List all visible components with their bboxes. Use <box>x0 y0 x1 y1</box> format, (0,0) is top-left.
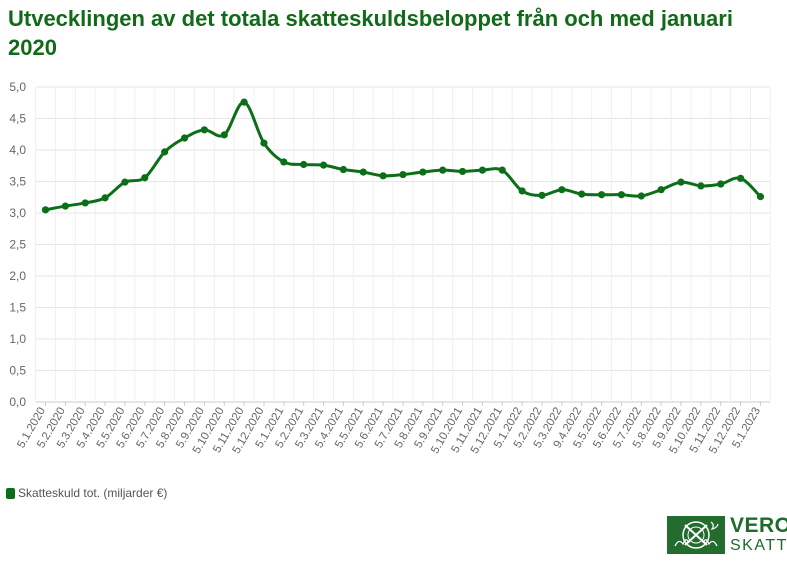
data-point <box>737 174 745 182</box>
data-point <box>578 190 586 198</box>
grid-lines <box>35 86 771 403</box>
y-tick-label: 5,0 <box>9 80 26 94</box>
data-point <box>756 193 765 201</box>
data-point <box>379 172 387 180</box>
data-point <box>717 180 725 188</box>
data-point <box>657 186 665 194</box>
chart-title: Utvecklingen av det totala skatteskuldsb… <box>8 6 733 60</box>
data-point <box>637 192 645 200</box>
legend[interactable]: Skatteskuld tot. (miljarder €) <box>6 486 167 500</box>
y-tick-label: 1,5 <box>9 301 26 315</box>
legend-swatch <box>6 487 15 499</box>
data-point <box>141 174 149 182</box>
y-tick-label: 1,0 <box>9 332 26 346</box>
y-tick-label: 2,5 <box>9 238 26 252</box>
logo-text-skatt: SKATT <box>730 537 787 554</box>
data-point <box>518 187 526 195</box>
data-point <box>180 134 189 142</box>
data-point <box>300 160 308 169</box>
data-point <box>161 148 169 156</box>
legend-label: Skatteskuld tot. (miljarder €) <box>18 486 168 500</box>
data-point <box>81 199 89 207</box>
data-point <box>41 206 50 214</box>
data-point <box>399 170 407 179</box>
data-point <box>359 168 367 176</box>
y-tick-label: 3,0 <box>9 206 26 220</box>
data-point <box>240 98 248 106</box>
data-point <box>121 178 129 186</box>
data-point <box>419 168 427 176</box>
vero-emblem-icon <box>667 516 725 554</box>
data-point <box>280 158 288 166</box>
y-tick-label: 0,5 <box>9 364 26 378</box>
data-point <box>677 178 685 186</box>
series-point-group <box>41 98 765 214</box>
logo-text-vero: VERO <box>730 514 787 537</box>
y-axis-tick-labels: 0,0 0,5 1,0 1,5 2,0 2,5 3,0 3,5 4,0 4,5 5,0 <box>9 80 26 409</box>
y-tick-label: 4,5 <box>9 112 26 126</box>
data-point <box>339 165 347 174</box>
y-tick-label: 4,0 <box>9 143 26 157</box>
data-point <box>478 166 487 174</box>
vero-logo: VERO SKATT <box>667 514 787 556</box>
x-axis-tick-labels: 5.1.20205.2.20205.3.20205.4.20205.5.2020… <box>15 402 763 456</box>
data-point <box>319 161 328 169</box>
data-point <box>617 191 626 199</box>
data-point <box>260 139 268 147</box>
data-point <box>439 166 447 174</box>
data-point <box>697 182 705 190</box>
data-point <box>101 194 109 202</box>
data-point <box>220 131 228 139</box>
y-tick-label: 0,0 <box>9 395 26 409</box>
data-point <box>498 166 506 174</box>
data-point <box>61 202 69 210</box>
y-tick-label: 3,5 <box>9 175 26 189</box>
data-point <box>597 191 606 199</box>
data-point <box>558 186 566 194</box>
y-tick-label: 2,0 <box>9 269 26 283</box>
data-point <box>458 167 467 176</box>
data-point <box>538 191 546 199</box>
data-point <box>200 126 208 134</box>
